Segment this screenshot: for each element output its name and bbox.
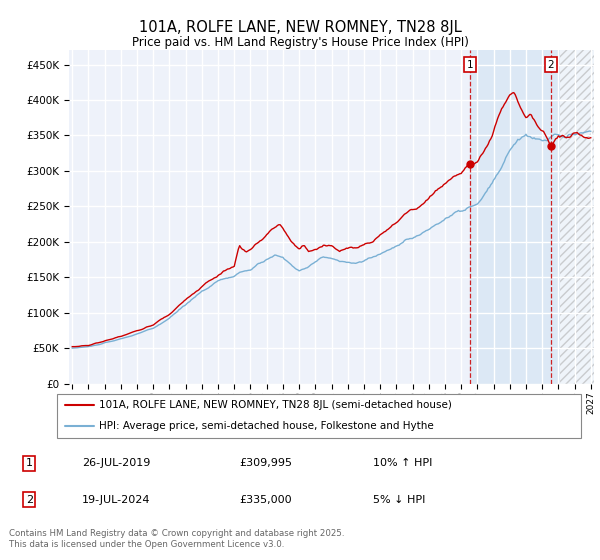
- Text: £335,000: £335,000: [239, 494, 292, 505]
- Text: 101A, ROLFE LANE, NEW ROMNEY, TN28 8JL: 101A, ROLFE LANE, NEW ROMNEY, TN28 8JL: [139, 20, 461, 35]
- Text: 101A, ROLFE LANE, NEW ROMNEY, TN28 8JL (semi-detached house): 101A, ROLFE LANE, NEW ROMNEY, TN28 8JL (…: [99, 400, 452, 410]
- Text: 1: 1: [26, 458, 33, 468]
- Text: 10% ↑ HPI: 10% ↑ HPI: [373, 458, 432, 468]
- Text: 5% ↓ HPI: 5% ↓ HPI: [373, 494, 425, 505]
- FancyBboxPatch shape: [56, 394, 581, 438]
- Text: 26-JUL-2019: 26-JUL-2019: [82, 458, 150, 468]
- Text: 2: 2: [548, 59, 554, 69]
- Text: Price paid vs. HM Land Registry's House Price Index (HPI): Price paid vs. HM Land Registry's House …: [131, 36, 469, 49]
- Text: 1: 1: [467, 59, 473, 69]
- Text: 2: 2: [26, 494, 33, 505]
- Text: 19-JUL-2024: 19-JUL-2024: [82, 494, 150, 505]
- Bar: [560, 50, 594, 384]
- Bar: [470, 50, 594, 384]
- Text: HPI: Average price, semi-detached house, Folkestone and Hythe: HPI: Average price, semi-detached house,…: [99, 421, 434, 431]
- Text: £309,995: £309,995: [239, 458, 292, 468]
- Text: Contains HM Land Registry data © Crown copyright and database right 2025.
This d: Contains HM Land Registry data © Crown c…: [9, 529, 344, 549]
